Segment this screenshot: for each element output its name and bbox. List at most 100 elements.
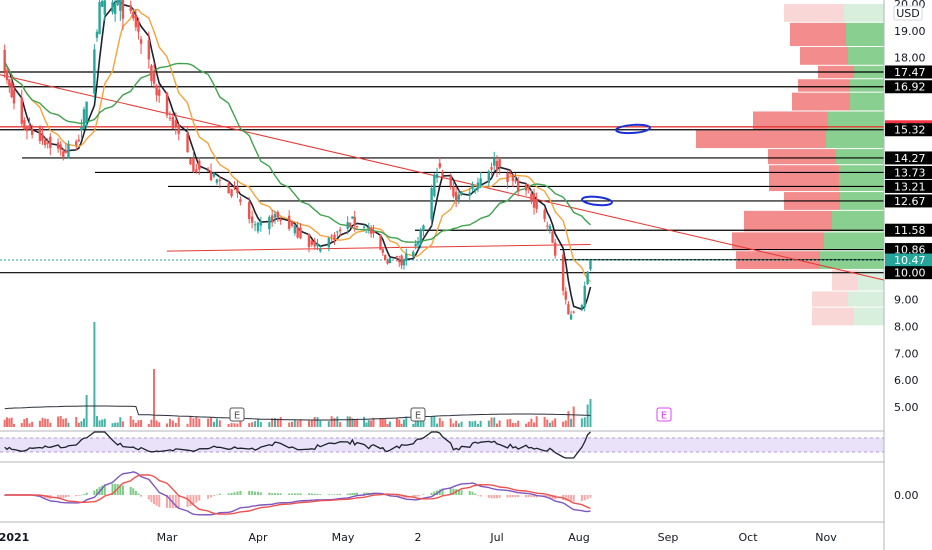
candle-body-9 [25,127,29,132]
candle-body-132 [487,171,491,183]
volume-bar-92 [346,416,349,427]
candle-body-88 [330,235,333,237]
candle-body-157 [580,305,584,309]
volume-bar-30 [101,419,104,427]
time-tick-5: Jul [489,531,503,544]
time-tick-2: Apr [248,531,268,544]
volume-bar-90 [336,416,339,427]
macd-hist-63 [230,492,233,495]
candle-body-54 [192,158,195,172]
volume-bar-50 [174,422,177,427]
trendline-0 [0,74,893,283]
volume-bar-130 [476,423,479,427]
volume-bar-45 [155,420,158,427]
candle-body-126 [460,191,463,195]
macd-hist-60 [215,494,218,496]
candle-body-77 [287,215,291,229]
volume-bar-157 [580,418,583,427]
volume-bar-121 [441,421,444,427]
candle-body-79 [293,225,297,234]
volume-profile-buy-5 [850,92,884,111]
volume-bar-39 [134,422,137,427]
candle-body-137 [506,172,509,182]
rsi-band [0,438,884,452]
macd-hist-18 [59,495,62,499]
volume-profile-sell-9 [769,165,839,192]
macd-hist-57 [207,495,210,499]
macd-hist-145 [533,495,536,498]
macd-hist-128 [471,491,474,495]
volume-bar-84 [313,416,316,427]
macd-hist-70 [257,491,259,495]
candle-body-95 [353,216,356,226]
macd-signal-line [4,474,591,515]
macd-hist-43 [150,495,153,503]
candle-body-91 [338,229,342,232]
candle-body-24 [80,126,83,131]
price-tick-17: 8.00 [894,320,919,333]
macd-hist-19 [62,495,65,499]
volume-bar-89 [333,418,336,427]
candle-body-89 [333,234,336,240]
candle-body-94 [351,216,354,219]
volume-profile-buy-11 [832,210,884,232]
ma-short-line [3,0,592,311]
volume-bar-76 [279,417,282,427]
candle-body-78 [290,221,294,226]
candle-body-135 [495,160,499,171]
volume-bar-31 [103,418,106,427]
candle-body-28 [95,31,99,38]
macd-hist-132 [487,495,490,498]
volume-bar-88 [330,416,333,427]
macd-hist-51 [177,495,180,508]
macd-hist-24 [80,494,83,496]
volume-bar-106 [388,421,391,427]
time-tick-6: Aug [568,531,589,544]
candle-body-75 [276,212,280,218]
macd-hist-154 [567,495,570,502]
volume-bar-26 [85,395,88,427]
volume-bar-42 [147,423,150,427]
candle-body-158 [583,285,586,307]
volume-bar-122 [449,418,452,427]
macd-hist-13 [41,495,44,498]
volume-bar-82 [308,420,310,427]
volume-bar-113 [414,416,417,427]
macd-hist-96 [356,492,359,495]
volume-bar-150 [551,420,554,427]
macd-hist-54 [192,495,195,505]
candle-body-142 [524,183,528,191]
volume-bar-138 [509,418,512,427]
ma-long-line [4,61,591,243]
volume-profile-buy-6 [828,111,884,130]
macd-hist-112 [412,495,415,498]
candle-body-129 [474,188,477,191]
candle-body-99 [367,228,370,230]
candle-body-25 [82,109,86,130]
macd-hist-53 [189,495,192,506]
candle-body-32 [111,2,114,13]
volume-bar-69 [254,421,257,427]
candle-body-160 [589,260,592,270]
volume-bar-79 [293,419,296,427]
volume-bar-108 [398,419,401,427]
volume-bar-58 [210,417,213,427]
moving-averages [3,0,592,311]
volume-bar-4 [8,418,11,427]
volume-bars [3,322,592,427]
macd-hist-87 [327,494,330,495]
candle-body-92 [346,222,349,229]
candle-body-19 [62,151,65,158]
candle-body-31 [103,0,106,15]
volume-bar-156 [572,406,575,427]
volume-bar-109 [400,423,403,427]
macd-hist-17 [57,495,60,499]
volume-bar-151 [554,418,557,427]
macd-hist-72 [268,492,271,495]
macd-hist-58 [210,495,213,498]
macd-hist-144 [530,495,533,498]
candle-body-96 [355,226,359,228]
volume-bar-104 [384,419,387,427]
candle-body-103 [381,249,385,253]
